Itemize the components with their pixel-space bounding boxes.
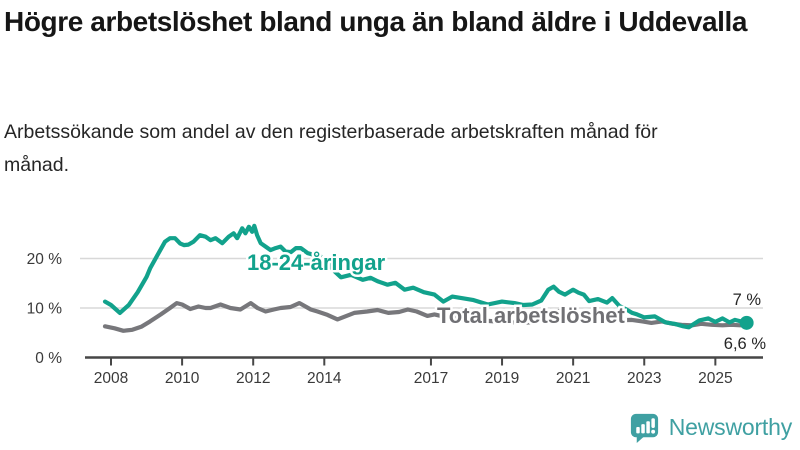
x-axis-label: 2010 — [165, 370, 200, 387]
series-label-total: Total arbetslöshet — [437, 303, 626, 328]
x-axis-label: 2021 — [556, 370, 590, 387]
y-axis-label: 10 % — [27, 301, 63, 318]
series-label-youth: 18-24-åringar — [247, 250, 386, 275]
y-axis-label: 0 % — [35, 350, 62, 367]
series-line-youth — [102, 223, 749, 330]
y-axis-label: 20 % — [27, 251, 63, 268]
x-axis-label: 2017 — [414, 370, 448, 387]
x-axis-label: 2019 — [485, 370, 519, 387]
series-end-dot — [739, 315, 754, 330]
end-value-label-youth: 7 % — [733, 291, 762, 309]
bar-chart-speech-bubble-icon — [628, 411, 661, 444]
x-axis-label: 2023 — [627, 370, 661, 387]
newsworthy-logo-text: Newsworthy — [668, 414, 792, 440]
newsworthy-logo[interactable]: Newsworthy — [628, 411, 792, 444]
x-axis-label: 2014 — [307, 370, 342, 387]
x-axis-label: 2008 — [94, 370, 128, 387]
x-axis-label: 2025 — [698, 370, 732, 387]
chart-title: Högre arbetslöshet bland unga än bland ä… — [4, 6, 748, 37]
end-value-label-total: 6,6 % — [724, 335, 767, 353]
chart-subtitle: Arbetssökande som andel av den registerb… — [4, 121, 658, 176]
x-axis-label: 2012 — [236, 370, 270, 387]
series-line-total — [102, 301, 749, 333]
